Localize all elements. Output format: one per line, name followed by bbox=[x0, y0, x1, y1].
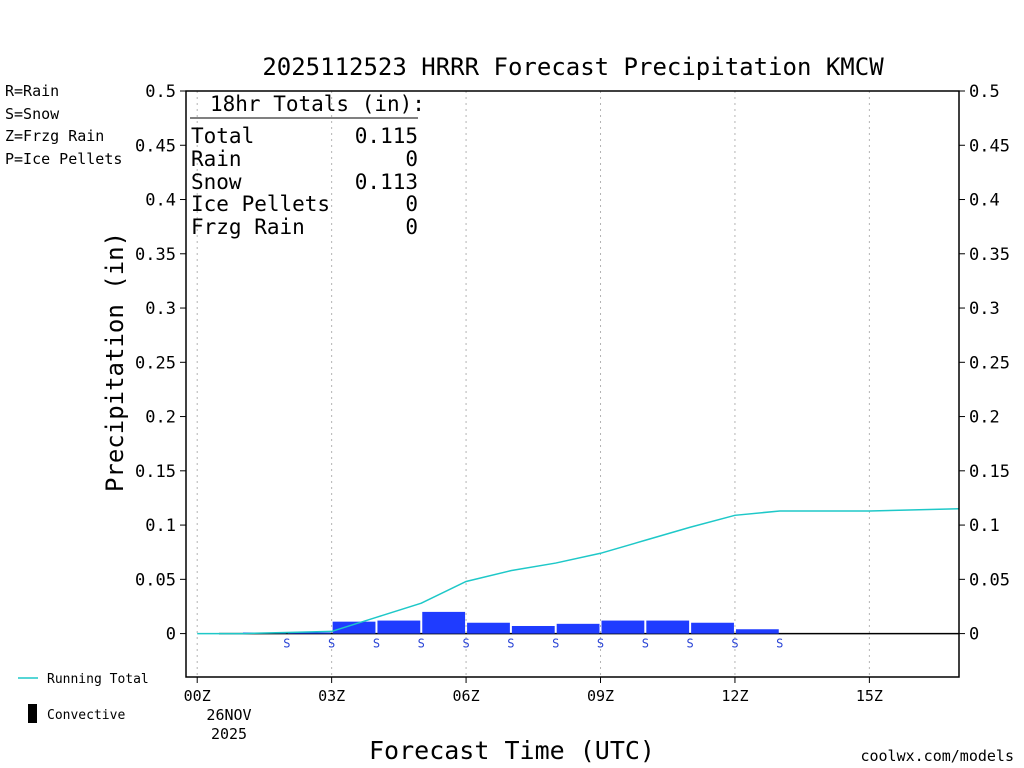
totals-value-total: 0.115 bbox=[355, 124, 418, 148]
bar bbox=[601, 620, 645, 634]
bar bbox=[556, 623, 600, 634]
plot-area: S S S S S S S S S S S S0 00.05 0.050.1 0.10.15 0.150.2 0… bbox=[135, 82, 1010, 705]
bar bbox=[287, 632, 331, 634]
ptype-marker: S bbox=[373, 637, 380, 651]
y-tick-label-left: 0.2 bbox=[145, 408, 176, 428]
plot-frame bbox=[185, 90, 960, 678]
ptype-marker: S bbox=[776, 637, 783, 651]
ptype-key-rain: R=Rain bbox=[5, 82, 59, 100]
ptype-marker: S bbox=[687, 637, 694, 651]
y-tick-label-left: 0.25 bbox=[135, 353, 176, 373]
totals-value-frzg-rain: 0 bbox=[405, 215, 418, 239]
bar bbox=[691, 622, 734, 634]
x-tick-label: 12Z bbox=[721, 687, 748, 705]
y-tick-label-right: 0 bbox=[969, 625, 979, 645]
bar bbox=[735, 629, 779, 634]
totals-value-ice-pellets: 0 bbox=[405, 192, 418, 216]
ptype-key-ice-pellets: P=Ice Pellets bbox=[5, 150, 122, 168]
credit-text: coolwx.com/models bbox=[860, 747, 1014, 765]
y-tick-label-left: 0.35 bbox=[135, 245, 176, 265]
x-tick-label: 00Z bbox=[184, 687, 211, 705]
totals-label-ice-pellets: Ice Pellets bbox=[191, 192, 330, 216]
ptype-key-snow: S=Snow bbox=[5, 105, 60, 123]
bar bbox=[467, 622, 510, 634]
ptype-key-frzg-rain: Z=Frzg Rain bbox=[5, 127, 104, 145]
y-tick-label-left: 0.05 bbox=[135, 570, 176, 590]
y-tick-label-right: 0.5 bbox=[969, 82, 1000, 102]
chart-title: 2025112523 HRRR Forecast Precipitation K… bbox=[262, 53, 884, 81]
totals-label-frzg-rain: Frzg Rain bbox=[191, 215, 305, 239]
ptype-marker: S bbox=[642, 637, 649, 651]
x-tick-label: 15Z bbox=[856, 687, 883, 705]
ptype-marker: S bbox=[507, 637, 514, 651]
ptype-marker: S bbox=[731, 637, 738, 651]
running-total-line bbox=[197, 508, 960, 635]
ptype-marker: S bbox=[328, 637, 335, 651]
ptype-marker: S bbox=[597, 637, 604, 651]
x-tick-label: 03Z bbox=[318, 687, 345, 705]
legend-running-total-label: Running Total bbox=[47, 672, 149, 687]
bar bbox=[511, 625, 555, 634]
y-tick-label-left: 0.3 bbox=[145, 299, 176, 319]
y-tick-label-right: 0.2 bbox=[969, 408, 1000, 428]
y-tick-label-left: 0.5 bbox=[145, 82, 176, 102]
y-tick-label-right: 0.4 bbox=[969, 191, 1000, 211]
totals-label-snow: Snow bbox=[191, 170, 242, 194]
bar bbox=[646, 620, 690, 634]
x-tick-label: 09Z bbox=[587, 687, 614, 705]
y-tick-label-left: 0.4 bbox=[145, 191, 176, 211]
y-tick-label-right: 0.35 bbox=[969, 245, 1010, 265]
bar bbox=[377, 620, 421, 634]
y-tick-label-right: 0.15 bbox=[969, 462, 1010, 482]
ptype-marker: S bbox=[552, 637, 559, 651]
y-tick-label-left: 0 bbox=[166, 625, 176, 645]
y-tick-label-left: 0.45 bbox=[135, 136, 176, 156]
y-tick-label-right: 0.05 bbox=[969, 570, 1010, 590]
bar bbox=[332, 621, 376, 634]
y-tick-label-left: 0.15 bbox=[135, 462, 176, 482]
totals-value-rain: 0 bbox=[405, 147, 418, 171]
y-axis-label: Precipitation (in) bbox=[101, 232, 129, 492]
totals-header: 18hr Totals (in): bbox=[210, 92, 425, 116]
y-tick-label-right: 0.25 bbox=[969, 353, 1010, 373]
bar bbox=[422, 611, 466, 634]
y-tick-label-right: 0.45 bbox=[969, 136, 1010, 156]
totals-label-rain: Rain bbox=[191, 147, 242, 171]
y-tick-label-left: 0.1 bbox=[145, 516, 176, 536]
x-axis-label: Forecast Time (UTC) bbox=[369, 736, 655, 765]
x-date-year: 2025 bbox=[211, 725, 247, 743]
ptype-marker: S bbox=[418, 637, 425, 651]
x-tick-label: 06Z bbox=[453, 687, 480, 705]
ptype-marker: S bbox=[462, 637, 469, 651]
y-tick-label-right: 0.1 bbox=[969, 516, 1000, 536]
x-date-day: 26NOV bbox=[206, 706, 251, 724]
legend-convective-swatch bbox=[28, 704, 37, 723]
ptype-marker: S bbox=[283, 637, 290, 651]
totals-value-snow: 0.113 bbox=[355, 170, 418, 194]
totals-label-total: Total bbox=[191, 124, 254, 148]
y-tick-label-right: 0.3 bbox=[969, 299, 1000, 319]
legend-convective-label: Convective bbox=[47, 708, 125, 723]
